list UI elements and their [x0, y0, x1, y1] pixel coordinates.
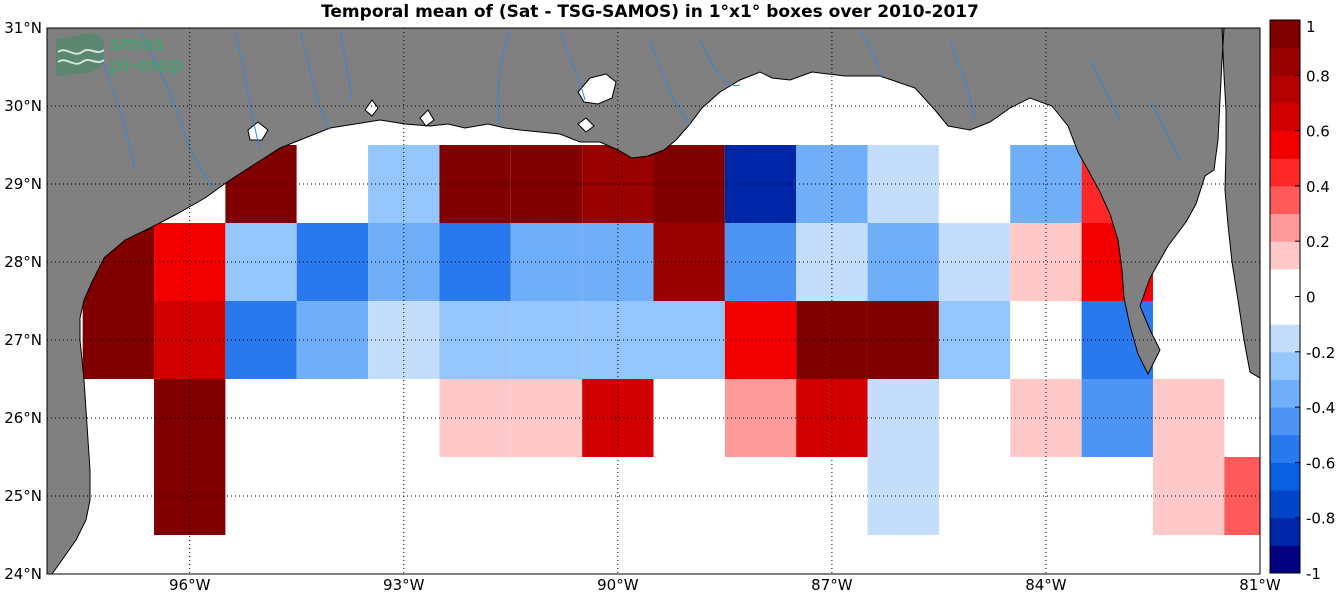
- grid-cell: [1152, 379, 1225, 457]
- colorbar-tick-label: -1: [1306, 565, 1321, 583]
- grid-cell: [296, 145, 369, 223]
- colorbar-segment: [1270, 296, 1300, 325]
- colorbar-segment: [1270, 20, 1300, 49]
- colorbar: [1270, 20, 1300, 574]
- colorbar-ticks: 1 0.8 0.6 0.4 0.2 0 -0.2 -0.4 -0.6 -0.8 -1: [1295, 18, 1335, 583]
- colorbar-tick-label: 0.2: [1306, 233, 1330, 251]
- latitude-tick-label: 28°N: [4, 253, 42, 271]
- colorbar-segment: [1270, 47, 1300, 76]
- lake-small-2: [419, 109, 435, 127]
- grid-cell: [724, 223, 797, 301]
- grid-cell: [154, 223, 226, 301]
- colorbar-segment: [1270, 102, 1300, 132]
- latitude-labels: 24°N 25°N 26°N 27°N 28°N 29°N 30°N 31°N: [4, 19, 42, 583]
- latitude-tick-label: 26°N: [4, 409, 42, 427]
- grid-cell: [225, 223, 297, 301]
- logo-line2: pi-mep: [109, 54, 183, 76]
- grid-cell: [653, 145, 725, 223]
- longitude-labels: 96°W 93°W 90°W 87°W 84°W 81°W: [169, 576, 1281, 593]
- map-title: Temporal mean of (Sat - TSG-SAMOS) in 1°…: [321, 2, 979, 22]
- colorbar-tick-label: 0: [1306, 289, 1316, 307]
- colorbar-segment: [1270, 130, 1300, 159]
- colorbar-segment: [1270, 185, 1300, 215]
- grid-cell: [653, 223, 725, 301]
- colorbar-tick-label: 0.4: [1306, 178, 1330, 196]
- colorbar-segment: [1270, 241, 1300, 270]
- grid-cell: [653, 301, 725, 379]
- latitude-tick-label: 29°N: [4, 175, 42, 193]
- longitude-tick-label: 90°W: [597, 576, 639, 593]
- colorbar-tick-label: -0.4: [1306, 399, 1335, 417]
- lake-pontchartrain: [577, 73, 617, 105]
- grid-cell: [82, 301, 155, 379]
- colorbar-segment: [1270, 545, 1300, 574]
- colorbar-segment: [1270, 407, 1300, 436]
- longitude-tick-label: 93°W: [383, 576, 425, 593]
- latitude-tick-label: 31°N: [4, 19, 42, 37]
- grid-cell: [296, 301, 369, 379]
- grid-cell: [724, 301, 797, 379]
- colorbar-segment: [1270, 158, 1300, 187]
- colorbar-segment: [1270, 517, 1300, 546]
- grid-cell: [1010, 223, 1082, 301]
- grid-cell: [510, 379, 583, 457]
- grid-cell: [1224, 457, 1260, 535]
- longitude-tick-label: 81°W: [1239, 576, 1281, 593]
- grid-cell: [154, 379, 226, 457]
- grid-cell: [510, 301, 583, 379]
- colorbar-tick-label: -0.6: [1306, 454, 1335, 472]
- grid-cell: [582, 379, 654, 457]
- grid-cell: [582, 223, 654, 301]
- grid-cell: [938, 301, 1011, 379]
- colorbar-segment: [1270, 379, 1300, 408]
- grid-cell: [510, 145, 583, 223]
- grid-cell: [724, 379, 797, 457]
- colorbar-tick-label: 0.8: [1306, 67, 1330, 85]
- colorbar-segment: [1270, 351, 1300, 380]
- rivers: [94, 29, 1181, 191]
- colorbar-tick-label: 0.6: [1306, 123, 1330, 141]
- colorbar-tick-label: -0.2: [1306, 344, 1335, 362]
- longitude-tick-label: 87°W: [811, 576, 853, 593]
- grid-cell: [724, 145, 797, 223]
- latitude-tick-label: 27°N: [4, 331, 42, 349]
- smos-pimep-logo: smos pi-mep: [56, 32, 183, 76]
- grid-cell: [938, 223, 1011, 301]
- lake-small-4: [577, 117, 595, 133]
- latitude-tick-label: 30°N: [4, 97, 42, 115]
- grid-cell: [225, 301, 297, 379]
- colorbar-segment: [1270, 324, 1300, 353]
- colorbar-segment: [1270, 434, 1300, 463]
- grid-cell: [1081, 379, 1153, 457]
- land-coastline: [47, 28, 1260, 574]
- longitude-tick-label: 96°W: [169, 576, 211, 593]
- lake-small-1: [364, 99, 379, 117]
- colorbar-segment: [1270, 75, 1300, 104]
- grid-cell: [1152, 457, 1225, 535]
- grid-cell: [1010, 379, 1082, 457]
- colorbar-segment: [1270, 462, 1300, 491]
- colorbar-segment: [1270, 490, 1300, 519]
- latitude-tick-label: 25°N: [4, 487, 42, 505]
- latitude-tick-label: 24°N: [4, 565, 42, 583]
- colorbar-tick-label: -0.8: [1306, 510, 1335, 528]
- colorbar-tick-label: 1: [1306, 18, 1316, 36]
- grid-cell: [296, 223, 369, 301]
- lake-small-3: [247, 121, 269, 141]
- logo-line1: smos: [109, 33, 164, 55]
- colorbar-segment: [1270, 268, 1300, 297]
- plot-frame: [46, 27, 1261, 575]
- longitude-tick-label: 84°W: [1025, 576, 1067, 593]
- colorbar-segment: [1270, 213, 1300, 242]
- grid-cell: [938, 145, 1011, 223]
- grid-cell: [510, 223, 583, 301]
